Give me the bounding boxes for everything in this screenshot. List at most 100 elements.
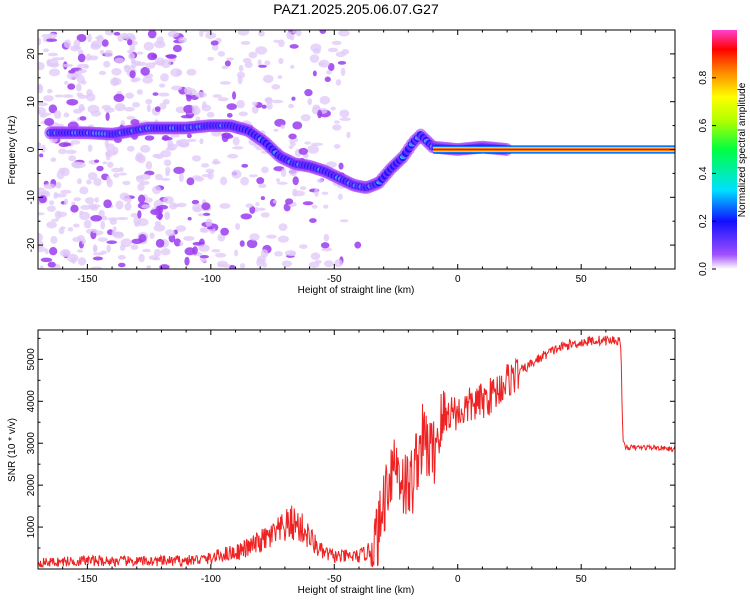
noise-speckle (152, 92, 159, 96)
noise-speckle (257, 59, 262, 67)
noise-speckle (87, 33, 92, 43)
noise-speckle (106, 175, 111, 185)
noise-speckle (44, 118, 55, 126)
noise-speckle (256, 177, 265, 185)
noise-speckle (310, 252, 321, 261)
carrier-band-core (433, 148, 675, 151)
noise-speckle (226, 112, 233, 118)
y-tick-label: 4000 (26, 390, 37, 413)
noise-speckle (100, 250, 107, 255)
noise-speckle (217, 233, 226, 242)
spectrogram-y-ticks: -20 -10 0 10 20 (26, 29, 675, 270)
noise-speckle (48, 68, 61, 77)
noise-speckle (164, 211, 171, 220)
noise-speckle (224, 60, 231, 67)
noise-speckle (119, 167, 124, 173)
noise-speckle (172, 203, 180, 208)
colorbar-tick-label: 0.4 (698, 166, 709, 180)
noise-speckle (38, 102, 48, 107)
noise-speckle (112, 150, 117, 156)
noise-speckle (106, 240, 118, 245)
noise-speckle (290, 141, 296, 147)
noise-speckle (92, 244, 98, 253)
heatmap-cells (38, 30, 675, 269)
noise-speckle (77, 257, 87, 266)
y-tick-label: 0 (26, 146, 37, 152)
noise-speckle (201, 259, 207, 263)
noise-speckle (68, 155, 77, 162)
noise-speckle (227, 153, 239, 159)
noise-speckle (162, 196, 174, 204)
colorbar-tick-label: 0.0 (698, 262, 709, 276)
noise-speckle (154, 57, 166, 66)
noise-speckle (93, 177, 102, 187)
noise-speckle (67, 253, 79, 263)
noise-speckle (71, 161, 81, 168)
noise-speckle (145, 62, 156, 69)
noise-speckle (54, 94, 64, 98)
noise-speckle (63, 198, 69, 206)
noise-speckle (341, 48, 350, 55)
noise-speckle (258, 30, 265, 37)
noise-speckle (70, 204, 79, 213)
noise-speckle (83, 219, 92, 229)
noise-speckle (62, 94, 74, 98)
noise-speckle (277, 75, 283, 80)
noise-speckle (105, 143, 116, 152)
noise-speckle (75, 83, 82, 92)
noise-speckle (238, 111, 249, 117)
x-tick-label: -100 (201, 574, 221, 585)
noise-speckle (167, 139, 173, 148)
noise-speckle (192, 246, 198, 255)
noise-speckle (167, 30, 180, 38)
noise-speckle (160, 73, 169, 82)
noise-speckle (232, 91, 237, 100)
noise-speckle (104, 107, 115, 113)
noise-speckle (87, 144, 93, 152)
noise-speckle (127, 39, 133, 46)
noise-speckle (38, 83, 43, 91)
noise-speckle (109, 219, 117, 225)
noise-speckle (274, 251, 283, 257)
noise-speckle (221, 133, 229, 143)
colorbar-ticks: 0.0 0.2 0.4 0.6 0.8 (698, 70, 716, 276)
noise-speckle (216, 260, 229, 267)
x-tick-label: 50 (576, 274, 588, 285)
noise-speckle (256, 258, 265, 267)
noise-speckle (187, 217, 192, 221)
noise-speckle (103, 60, 111, 68)
noise-speckle (58, 167, 67, 174)
noise-speckle (309, 218, 317, 223)
noise-speckle (191, 199, 200, 205)
noise-speckle (92, 256, 104, 261)
noise-speckle (144, 197, 153, 203)
noise-speckle (285, 198, 294, 205)
x-tick-label: -50 (327, 574, 342, 585)
noise-speckle (333, 120, 340, 124)
noise-speckle (118, 172, 127, 176)
noise-speckle (321, 191, 329, 196)
noise-speckle (40, 257, 53, 263)
noise-speckle (241, 163, 249, 168)
noise-speckle (299, 186, 307, 191)
noise-speckle (43, 95, 54, 102)
noise-speckle (68, 69, 76, 74)
noise-speckle (284, 250, 297, 257)
noise-speckle (338, 162, 344, 170)
colorbar-gradient (712, 30, 737, 269)
noise-speckle (111, 68, 122, 76)
noise-speckle (292, 121, 303, 130)
noise-speckle (80, 204, 92, 210)
noise-speckle (131, 238, 143, 245)
noise-speckle (126, 116, 136, 120)
noise-speckle (97, 237, 109, 242)
noise-speckle (130, 78, 138, 83)
noise-speckle (165, 166, 171, 174)
noise-speckle (186, 133, 192, 139)
noise-speckle (49, 200, 55, 206)
noise-speckle (354, 241, 362, 249)
noise-speckle (86, 179, 92, 185)
noise-speckle (252, 101, 258, 106)
